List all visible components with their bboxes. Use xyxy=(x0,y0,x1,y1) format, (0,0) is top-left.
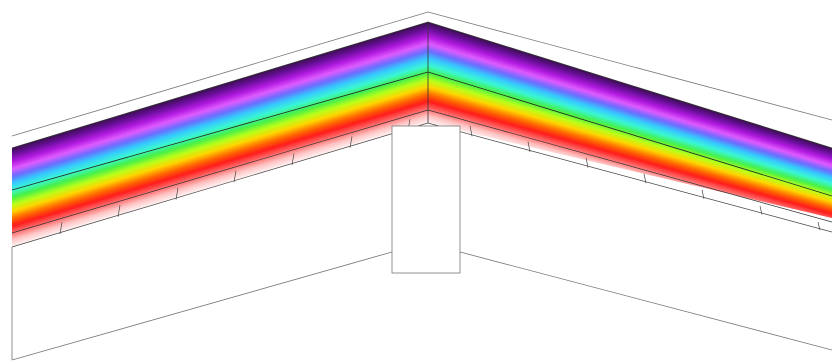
brick-joint xyxy=(527,141,531,153)
brick-joint xyxy=(585,157,589,168)
roof-outer-outline xyxy=(11,11,832,137)
chimney-post xyxy=(391,125,461,274)
brick-joint xyxy=(59,222,63,235)
brick-joint xyxy=(117,205,121,217)
brick-joint xyxy=(701,189,705,200)
brick-joint xyxy=(643,173,647,184)
brick-joint xyxy=(469,125,473,137)
brick-joint xyxy=(759,205,763,215)
lower-left-diagonal xyxy=(11,251,393,361)
brick-joint xyxy=(233,170,237,183)
brick-joint xyxy=(817,222,821,231)
lower-right-diagonal xyxy=(459,251,832,351)
brick-joint xyxy=(349,136,353,148)
brick-joint xyxy=(175,187,179,200)
brick-joint xyxy=(291,153,295,166)
